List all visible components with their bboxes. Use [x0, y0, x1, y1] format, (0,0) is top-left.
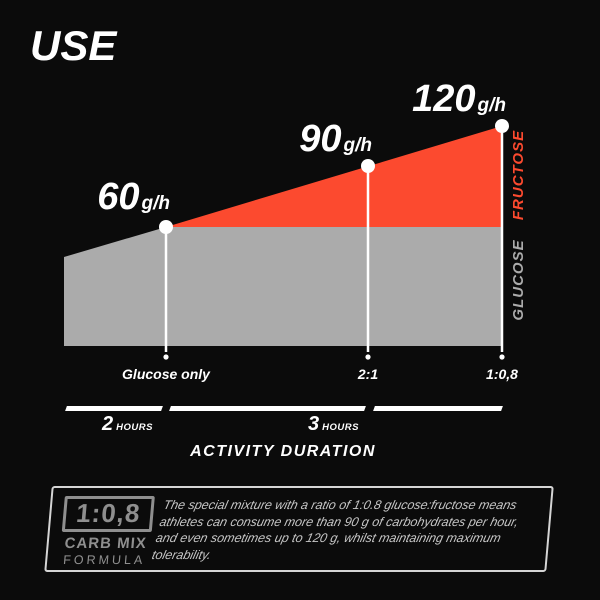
- data-point-marker-90: [361, 159, 375, 173]
- duration-value: 2: [102, 413, 114, 435]
- duration-bar-segment-3: [373, 406, 503, 411]
- rate-unit: g/h: [141, 193, 171, 214]
- fructose-area: [166, 126, 502, 227]
- duration-label-3-hours: 3 HOURS: [308, 414, 359, 434]
- duration-unit: HOURS: [116, 422, 153, 433]
- duration-unit: HOURS: [322, 422, 359, 433]
- rate-label-120: 120 g/h: [412, 80, 506, 118]
- rate-unit: g/h: [343, 135, 373, 156]
- rate-value: 120: [412, 78, 476, 120]
- footer-description-line: and even sometimes up to 120 g, whilst m…: [154, 531, 503, 545]
- tick-label-glucose-only: Glucose only: [122, 366, 210, 382]
- fructose-axis-label: FRUCTOSE: [510, 129, 527, 221]
- glucose-area: [64, 227, 502, 346]
- duration-bar-segment-1: [65, 406, 163, 411]
- duration-bar-segment-2: [169, 406, 366, 411]
- tick-dot-glucose-only: [163, 354, 169, 360]
- page-title: USE: [30, 22, 117, 69]
- footer-description-line: athletes can consume more than 90 g of c…: [158, 514, 521, 529]
- tick-dot-1-0-8: [499, 354, 505, 360]
- rate-value: 60: [97, 176, 140, 218]
- rate-label-90: 90 g/h: [299, 120, 372, 158]
- activity-duration-axis-label: ACTIVITY DURATION: [190, 443, 376, 460]
- footer-info-box: 1:0,8 CARB MIX FORMULA The special mixtu…: [44, 486, 554, 572]
- badge-title: CARB MIX: [63, 535, 148, 553]
- badge-ratio: 1:0,8: [61, 496, 155, 533]
- rate-unit: g/h: [477, 95, 507, 116]
- duration-label-2-hours: 2 HOURS: [102, 414, 153, 434]
- footer-description: The special mixture with a ratio of 1:0.…: [150, 497, 557, 563]
- tick-dot-2-1: [365, 354, 371, 360]
- duration-value: 3: [308, 413, 320, 435]
- data-point-marker-60: [159, 220, 173, 234]
- glucose-axis-label: GLUCOSE: [510, 239, 527, 321]
- footer-description-line: tolerability.: [150, 547, 213, 562]
- rate-label-60: 60 g/h: [97, 178, 170, 216]
- data-point-marker-120: [495, 119, 509, 133]
- tick-label-2-1: 2:1: [357, 366, 379, 382]
- badge-subtitle: FORMULA: [62, 553, 146, 568]
- rate-value: 90: [299, 118, 342, 160]
- footer-description-line: The special mixture with a ratio of 1:0.…: [162, 498, 519, 512]
- tick-label-1-0-8: 1:0,8: [486, 366, 518, 382]
- carb-intake-chart: [64, 119, 509, 360]
- carb-mix-formula-badge: 1:0,8 CARB MIX FORMULA: [59, 496, 155, 567]
